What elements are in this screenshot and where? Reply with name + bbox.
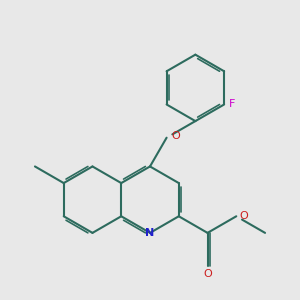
Text: F: F: [229, 100, 236, 110]
Text: N: N: [146, 228, 154, 238]
Text: O: O: [203, 269, 212, 279]
Text: O: O: [172, 130, 180, 141]
Text: O: O: [240, 211, 248, 221]
